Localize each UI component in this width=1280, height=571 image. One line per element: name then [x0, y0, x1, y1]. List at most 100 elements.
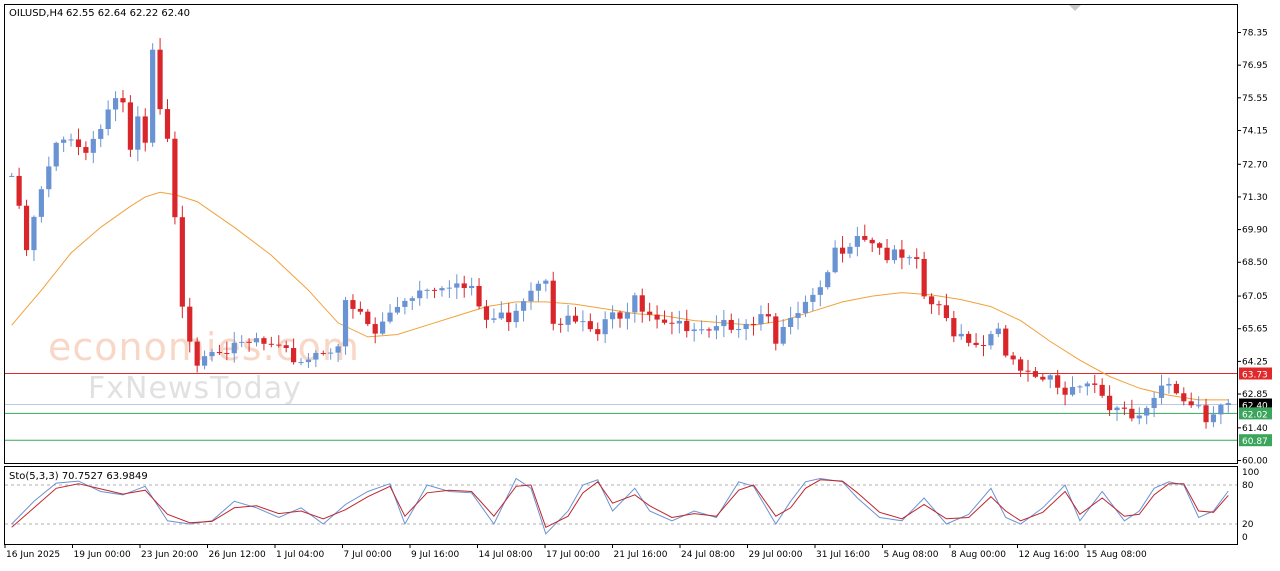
candle[interactable]: [387, 304, 393, 324]
candle[interactable]: [127, 95, 133, 157]
candle[interactable]: [877, 242, 883, 255]
candle[interactable]: [921, 251, 927, 300]
candle[interactable]: [617, 310, 623, 328]
candle[interactable]: [328, 348, 334, 360]
candle[interactable]: [810, 288, 816, 312]
candle[interactable]: [951, 310, 957, 343]
candle[interactable]: [891, 245, 898, 264]
candle[interactable]: [699, 320, 705, 335]
candle[interactable]: [53, 141, 59, 171]
candle[interactable]: [565, 304, 571, 332]
candle[interactable]: [958, 324, 964, 340]
candle[interactable]: [506, 302, 512, 331]
candle[interactable]: [179, 205, 185, 319]
candle[interactable]: [1203, 398, 1209, 429]
candle[interactable]: [647, 302, 653, 322]
candle[interactable]: [320, 350, 326, 356]
candle[interactable]: [1047, 373, 1053, 389]
candle[interactable]: [966, 331, 972, 347]
candle[interactable]: [1218, 403, 1224, 425]
candle[interactable]: [112, 91, 119, 122]
candle[interactable]: [105, 100, 111, 136]
candle[interactable]: [253, 332, 260, 347]
candle[interactable]: [1144, 405, 1150, 425]
candle[interactable]: [914, 248, 920, 269]
candle[interactable]: [854, 226, 860, 257]
candle[interactable]: [1092, 374, 1098, 394]
candle[interactable]: [157, 38, 163, 115]
candle[interactable]: [1121, 401, 1128, 416]
candle[interactable]: [884, 238, 890, 264]
candle[interactable]: [1136, 407, 1142, 425]
candle[interactable]: [298, 357, 304, 366]
candle[interactable]: [520, 298, 527, 322]
candle[interactable]: [1188, 392, 1194, 408]
candle[interactable]: [609, 305, 616, 329]
scroll-marker-icon[interactable]: [1069, 5, 1081, 11]
candle[interactable]: [261, 336, 267, 351]
candle[interactable]: [795, 301, 801, 330]
candle[interactable]: [439, 286, 445, 297]
candle[interactable]: [1062, 381, 1068, 406]
candle[interactable]: [661, 310, 668, 325]
candle[interactable]: [684, 309, 690, 338]
candle[interactable]: [1040, 373, 1046, 382]
candle[interactable]: [802, 295, 809, 318]
candle[interactable]: [869, 237, 875, 253]
candle[interactable]: [409, 296, 415, 310]
candle[interactable]: [995, 322, 1001, 337]
candle[interactable]: [187, 297, 193, 353]
candle[interactable]: [1010, 351, 1016, 365]
candle[interactable]: [543, 279, 549, 292]
candle[interactable]: [209, 348, 215, 362]
candle[interactable]: [446, 280, 452, 298]
candle[interactable]: [825, 270, 831, 290]
candle[interactable]: [461, 275, 467, 298]
candle[interactable]: [135, 106, 141, 162]
candle[interactable]: [1077, 385, 1083, 394]
candle[interactable]: [305, 353, 312, 368]
candle[interactable]: [1166, 377, 1172, 394]
candle[interactable]: [276, 335, 282, 348]
candle[interactable]: [246, 338, 252, 352]
candle[interactable]: [142, 108, 148, 152]
candle[interactable]: [9, 173, 15, 178]
candle[interactable]: [1017, 356, 1024, 377]
candle[interactable]: [691, 322, 697, 342]
candle[interactable]: [654, 305, 660, 329]
candle[interactable]: [1099, 378, 1105, 398]
candle[interactable]: [528, 282, 534, 310]
candle[interactable]: [535, 280, 541, 302]
candle[interactable]: [513, 303, 519, 328]
candle[interactable]: [906, 255, 912, 265]
candle[interactable]: [83, 141, 89, 161]
candle[interactable]: [1003, 325, 1009, 358]
candle[interactable]: [1129, 399, 1135, 422]
candle[interactable]: [765, 303, 771, 324]
candle[interactable]: [936, 300, 942, 316]
candle[interactable]: [68, 133, 74, 147]
candle[interactable]: [1055, 369, 1061, 395]
candle[interactable]: [788, 306, 794, 335]
candle[interactable]: [558, 318, 564, 333]
candle[interactable]: [988, 330, 994, 350]
candle[interactable]: [454, 274, 460, 299]
candle[interactable]: [587, 313, 593, 332]
candle[interactable]: [498, 301, 504, 320]
candle[interactable]: [31, 215, 37, 262]
candle[interactable]: [1069, 376, 1076, 397]
candle[interactable]: [943, 293, 949, 322]
candle[interactable]: [23, 199, 30, 256]
candle[interactable]: [268, 336, 274, 348]
candle[interactable]: [431, 287, 438, 299]
candle[interactable]: [632, 292, 638, 323]
candle[interactable]: [899, 239, 905, 270]
candle[interactable]: [728, 313, 734, 334]
candle[interactable]: [120, 90, 126, 113]
candle[interactable]: [1181, 387, 1187, 406]
candle[interactable]: [750, 316, 757, 336]
candle[interactable]: [283, 340, 289, 353]
candle[interactable]: [335, 343, 341, 362]
candle[interactable]: [150, 43, 156, 147]
